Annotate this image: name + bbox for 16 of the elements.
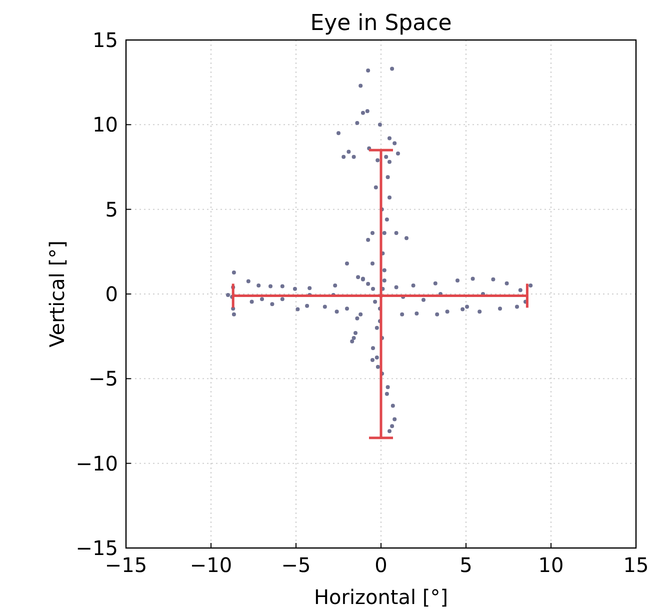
x-axis-title: Horizontal [°] <box>314 585 448 609</box>
x-tick-label: −5 <box>281 553 311 577</box>
y-tick-label: 0 <box>105 282 118 306</box>
chart-title: Eye in Space <box>310 11 452 36</box>
x-tick-label: 0 <box>374 553 388 577</box>
y-tick-label: 5 <box>105 197 118 222</box>
x-tick-label: 15 <box>623 553 649 577</box>
y-tick-label: −10 <box>76 451 118 476</box>
y-axis-title: Vertical [°] <box>45 240 69 348</box>
x-tick-label: −10 <box>190 553 232 577</box>
x-tick-label: 5 <box>460 553 472 577</box>
y-tick-label: 10 <box>92 112 118 137</box>
y-tick-label: 15 <box>92 28 118 52</box>
y-tick-label: −15 <box>76 536 118 560</box>
y-tick-label: −5 <box>88 366 118 391</box>
x-tick-label: 10 <box>538 553 564 577</box>
